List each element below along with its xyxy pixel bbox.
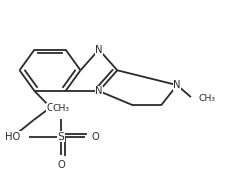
- Text: CH₃: CH₃: [198, 94, 215, 102]
- Text: N: N: [95, 86, 102, 96]
- Text: HO: HO: [5, 132, 21, 142]
- Text: O: O: [91, 132, 99, 142]
- Text: N: N: [173, 80, 180, 90]
- Text: S: S: [57, 132, 64, 142]
- Text: O: O: [57, 160, 65, 170]
- Text: O: O: [46, 103, 54, 113]
- Text: CH₃: CH₃: [52, 104, 69, 113]
- Text: N: N: [95, 45, 102, 55]
